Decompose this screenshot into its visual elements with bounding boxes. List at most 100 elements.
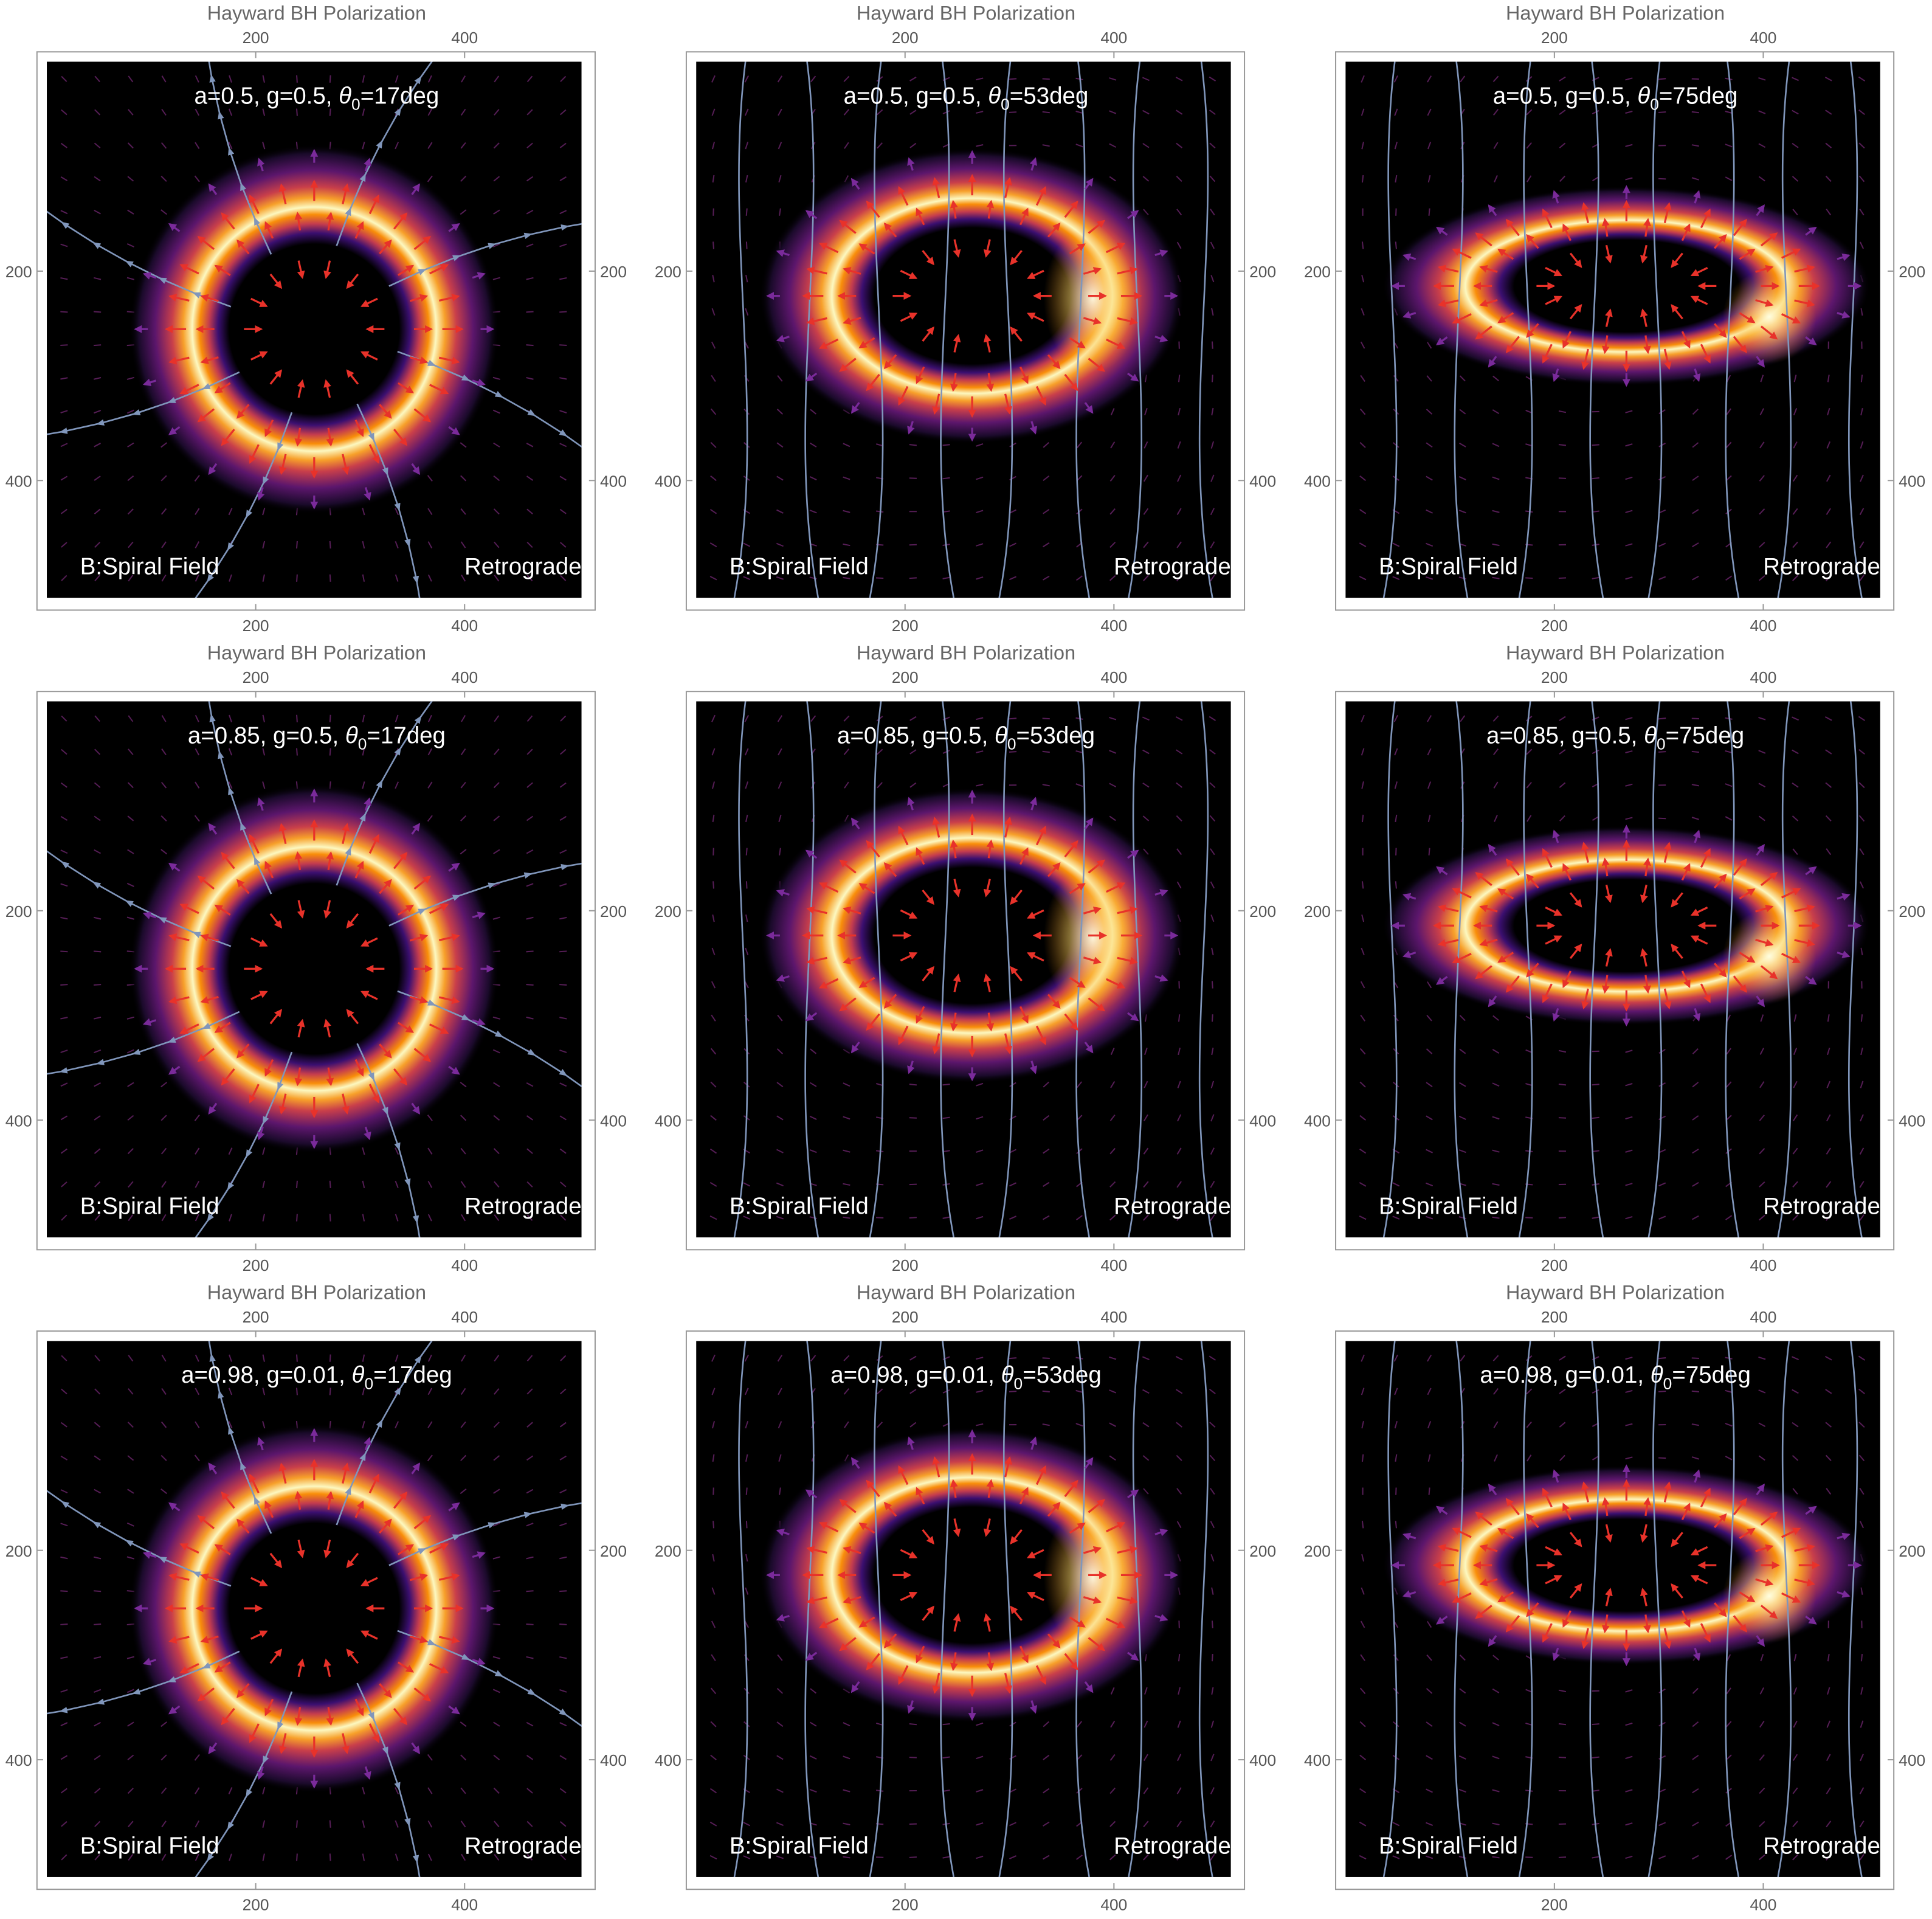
- background-tick: [976, 1149, 984, 1153]
- background-tick: [1826, 1114, 1831, 1122]
- parameter-annotation: a=0.98, g=0.01, θ0=53deg: [830, 1362, 1102, 1392]
- background-tick: [559, 142, 567, 148]
- background-tick: [1824, 77, 1832, 81]
- background-tick: [1592, 1389, 1599, 1394]
- polarization-arrow: [922, 326, 934, 342]
- polarization-arrow: [200, 356, 219, 364]
- background-tick: [1211, 1654, 1213, 1662]
- background-tick: [128, 1355, 134, 1362]
- polarization-arrow: [866, 373, 880, 392]
- background-tick: [362, 1180, 365, 1189]
- polarization-arrow: [1004, 393, 1012, 415]
- frame: [36, 691, 596, 1251]
- polarization-arrow: [898, 186, 909, 206]
- polarization-arrow: [1064, 840, 1078, 858]
- background-tick: [1110, 1720, 1116, 1728]
- background-tick: [1142, 1455, 1150, 1461]
- background-tick: [1143, 1147, 1149, 1155]
- polarization-arrow: [1640, 244, 1648, 264]
- background-tick: [709, 508, 717, 514]
- polarization-arrow: [368, 1723, 379, 1743]
- polarization-arrow: [1569, 304, 1582, 320]
- background-tick: [1176, 541, 1182, 548]
- background-tick: [1361, 1354, 1365, 1362]
- background-tick: [745, 1454, 748, 1462]
- background-tick: [777, 75, 783, 83]
- background-tick: [127, 1148, 134, 1155]
- x-tick-label-top: 400: [451, 29, 478, 47]
- background-tick: [1691, 1390, 1700, 1393]
- background-tick: [1625, 1116, 1633, 1120]
- polarization-arrow: [953, 239, 961, 258]
- polarization-arrow: [142, 1551, 157, 1559]
- background-tick: [526, 715, 533, 722]
- background-tick: [1559, 815, 1565, 822]
- background-tick: [1143, 1854, 1149, 1861]
- x-tick-label-top: 200: [1541, 668, 1568, 686]
- polarization-arrow: [398, 1022, 414, 1033]
- background-tick: [1426, 509, 1433, 514]
- background-tick: [1692, 1115, 1699, 1121]
- background-tick: [1427, 748, 1432, 756]
- polarization-arrow: [168, 1705, 181, 1715]
- background-tick: [1492, 1355, 1499, 1361]
- background-tick: [909, 1355, 917, 1361]
- background-tick: [329, 1214, 331, 1222]
- polarization-arrow: [1526, 963, 1539, 978]
- polarization-arrow: [168, 294, 190, 302]
- background-tick: [1792, 109, 1799, 115]
- y-tick-label-right: 400: [1899, 472, 1925, 490]
- background-tick: [1009, 1788, 1016, 1793]
- field-label: B:Spiral Field: [80, 1833, 219, 1859]
- polarization-arrow: [776, 334, 790, 342]
- background-tick: [61, 749, 67, 755]
- background-tick: [1175, 716, 1183, 721]
- background-tick: [1592, 1756, 1599, 1759]
- polarization-arrow: [1755, 299, 1774, 307]
- background-tick: [776, 1115, 784, 1121]
- background-tick: [127, 142, 134, 149]
- polarization-arrow: [900, 909, 918, 919]
- polarization-arrow: [438, 996, 460, 1004]
- background-tick: [1176, 881, 1182, 889]
- background-tick: [1361, 947, 1365, 955]
- field-label: B:Spiral Field: [80, 554, 219, 580]
- polarization-arrow: [1526, 323, 1539, 338]
- x-tick-label-top: 200: [892, 29, 919, 47]
- background-tick: [1210, 241, 1215, 249]
- polarization-arrow: [168, 996, 190, 1004]
- polarization-arrow: [1027, 1591, 1044, 1602]
- background-tick: [1725, 1215, 1733, 1220]
- polarization-arrow: [361, 991, 378, 1000]
- background-tick: [778, 814, 782, 823]
- polarization-arrow: [364, 1437, 371, 1451]
- field-line: [388, 850, 582, 927]
- background-tick: [362, 1820, 365, 1828]
- background-tick: [1142, 749, 1150, 755]
- polarization-arrow: [1690, 935, 1708, 945]
- background-tick: [493, 1422, 500, 1428]
- polarization-arrow: [818, 338, 839, 349]
- polarization-arrow: [1663, 988, 1672, 1010]
- polarization-arrow: [898, 1665, 909, 1685]
- field-line: [804, 1341, 819, 1877]
- polarization-arrow: [1690, 296, 1708, 305]
- annotation-part: 0: [1001, 95, 1010, 114]
- background-tick: [1042, 144, 1050, 147]
- parameter-annotation: a=0.5, g=0.5, θ0=75deg: [1493, 83, 1738, 113]
- polarization-arrow: [393, 212, 408, 230]
- background-tick: [1559, 76, 1566, 82]
- background-tick: [1792, 176, 1799, 182]
- background-tick: [94, 109, 101, 116]
- polarization-arrow: [839, 1499, 857, 1513]
- polarization-arrow: [346, 273, 359, 289]
- field-line: [998, 1341, 1013, 1877]
- background-tick: [777, 375, 783, 382]
- background-tick: [1109, 1214, 1116, 1221]
- polarization-arrow: [1739, 249, 1756, 260]
- polarization-arrow: [1027, 952, 1044, 962]
- background-tick: [1142, 782, 1150, 788]
- background-tick: [710, 475, 717, 482]
- background-tick: [709, 1855, 717, 1860]
- background-tick: [1109, 716, 1117, 721]
